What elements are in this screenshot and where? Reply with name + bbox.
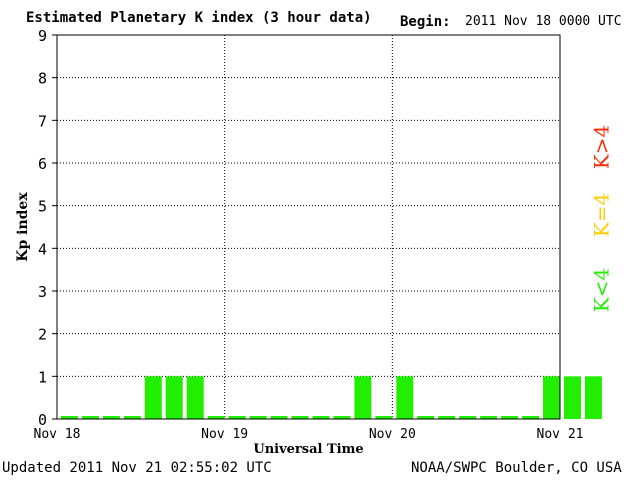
y-tick-label: 4 bbox=[38, 240, 47, 258]
x-axis-label: Universal Time bbox=[253, 442, 363, 457]
kp-bar bbox=[291, 416, 309, 419]
kp-bar bbox=[354, 376, 372, 419]
y-tick-label: 9 bbox=[38, 27, 47, 45]
kp-bar bbox=[102, 416, 120, 419]
kp-bar bbox=[165, 376, 183, 419]
kp-bar bbox=[61, 416, 78, 419]
legend-label: K<4 bbox=[590, 268, 614, 312]
y-tick-label: 7 bbox=[38, 112, 47, 130]
kp-bar bbox=[144, 376, 162, 419]
kp-bar bbox=[396, 376, 414, 419]
kp-bar bbox=[417, 416, 435, 419]
y-tick-label: 0 bbox=[38, 411, 47, 429]
y-tick-label: 8 bbox=[38, 70, 47, 88]
kp-bar bbox=[270, 416, 288, 419]
y-tick-label: 5 bbox=[38, 198, 47, 216]
source-credit: NOAA/SWPC Boulder, CO USA bbox=[411, 460, 622, 476]
y-tick-label: 1 bbox=[38, 368, 47, 386]
kp-bar bbox=[228, 416, 246, 419]
legend-label: K>4 bbox=[590, 125, 614, 169]
updated-timestamp: Updated 2011 Nov 21 02:55:02 UTC bbox=[2, 460, 272, 476]
y-tick-label: 2 bbox=[38, 326, 47, 344]
legend-label: K=4 bbox=[590, 193, 614, 237]
kp-bar bbox=[249, 416, 267, 419]
kp-bar bbox=[459, 416, 477, 419]
chart-title: Estimated Planetary K index (3 hour data… bbox=[26, 10, 372, 26]
x-tick-label: Nov 21 bbox=[537, 427, 584, 442]
kp-bar bbox=[207, 416, 225, 419]
kp-bar bbox=[438, 416, 456, 419]
kp-bar bbox=[375, 416, 393, 419]
y-axis-label: Kp index bbox=[15, 192, 31, 262]
kp-bar bbox=[501, 416, 519, 419]
begin-value: 2011 Nov 18 0000 UTC bbox=[465, 14, 622, 29]
kp-bar bbox=[543, 376, 560, 419]
kp-bar bbox=[564, 376, 581, 419]
y-tick-label: 3 bbox=[38, 283, 47, 301]
x-tick-label: Nov 19 bbox=[201, 427, 248, 442]
kp-bar bbox=[81, 416, 99, 419]
kp-bar bbox=[522, 416, 540, 419]
kp-bar bbox=[186, 376, 204, 419]
kp-bar bbox=[312, 416, 330, 419]
kp-bar bbox=[480, 416, 498, 419]
begin-label: Begin: bbox=[400, 14, 451, 30]
x-tick-label: Nov 18 bbox=[34, 427, 81, 442]
y-tick-label: 6 bbox=[38, 155, 47, 173]
kp-bar bbox=[333, 416, 351, 419]
kp-bar bbox=[584, 376, 602, 419]
kp-bar bbox=[123, 416, 141, 419]
plot-frame bbox=[56, 34, 561, 420]
x-tick-label: Nov 20 bbox=[369, 427, 416, 442]
